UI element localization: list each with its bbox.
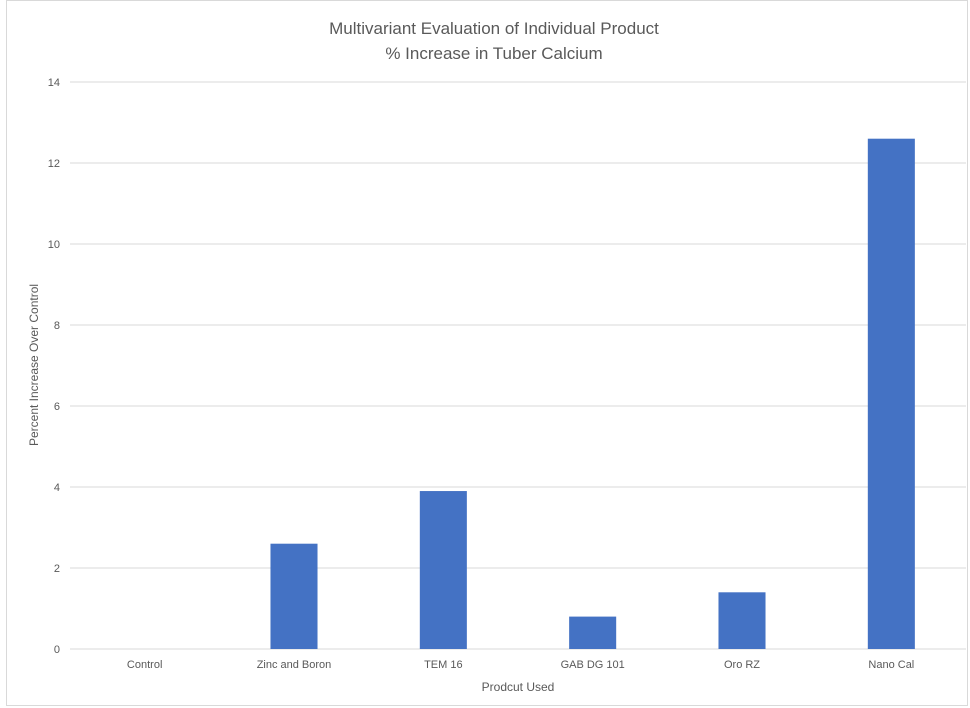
y-tick-label: 8 [54, 320, 60, 332]
x-tick-label: TEM 16 [424, 659, 463, 671]
x-tick-label: GAB DG 101 [561, 659, 625, 671]
y-axis-ticks: 0 2 4 6 8 10 12 14 [48, 77, 60, 656]
bar-nano-cal [867, 138, 915, 649]
x-tick-label: Zinc and Boron [257, 659, 332, 671]
y-tick-label: 6 [54, 401, 60, 413]
y-tick-label: 0 [54, 644, 60, 656]
y-tick-label: 10 [48, 239, 60, 251]
y-tick-label: 2 [54, 563, 60, 575]
bar-oro-rz [718, 592, 766, 649]
bars [270, 138, 915, 649]
chart-frame [6, 0, 968, 706]
x-axis-ticks: Control Zinc and Boron TEM 16 GAB DG 101 Oro… [127, 659, 914, 671]
y-tick-label: 14 [48, 77, 60, 89]
y-tick-label: 12 [48, 158, 60, 170]
chart-title: Multivariant Evaluation of Individual Pr… [329, 19, 659, 38]
bar-tem-16 [419, 491, 467, 649]
y-axis-title: Percent Increase Over Control [27, 284, 41, 446]
x-tick-label: Oro RZ [724, 659, 760, 671]
x-tick-label: Nano Cal [868, 659, 914, 671]
gridlines [70, 81, 966, 650]
y-tick-label: 4 [54, 482, 60, 494]
x-tick-label: Control [127, 659, 162, 671]
bar-gab-dg-101 [569, 616, 617, 649]
bar-zinc-and-boron [270, 543, 318, 649]
x-axis-title: Prodcut Used [482, 680, 555, 694]
chart-subtitle: % Increase in Tuber Calcium [385, 44, 602, 63]
